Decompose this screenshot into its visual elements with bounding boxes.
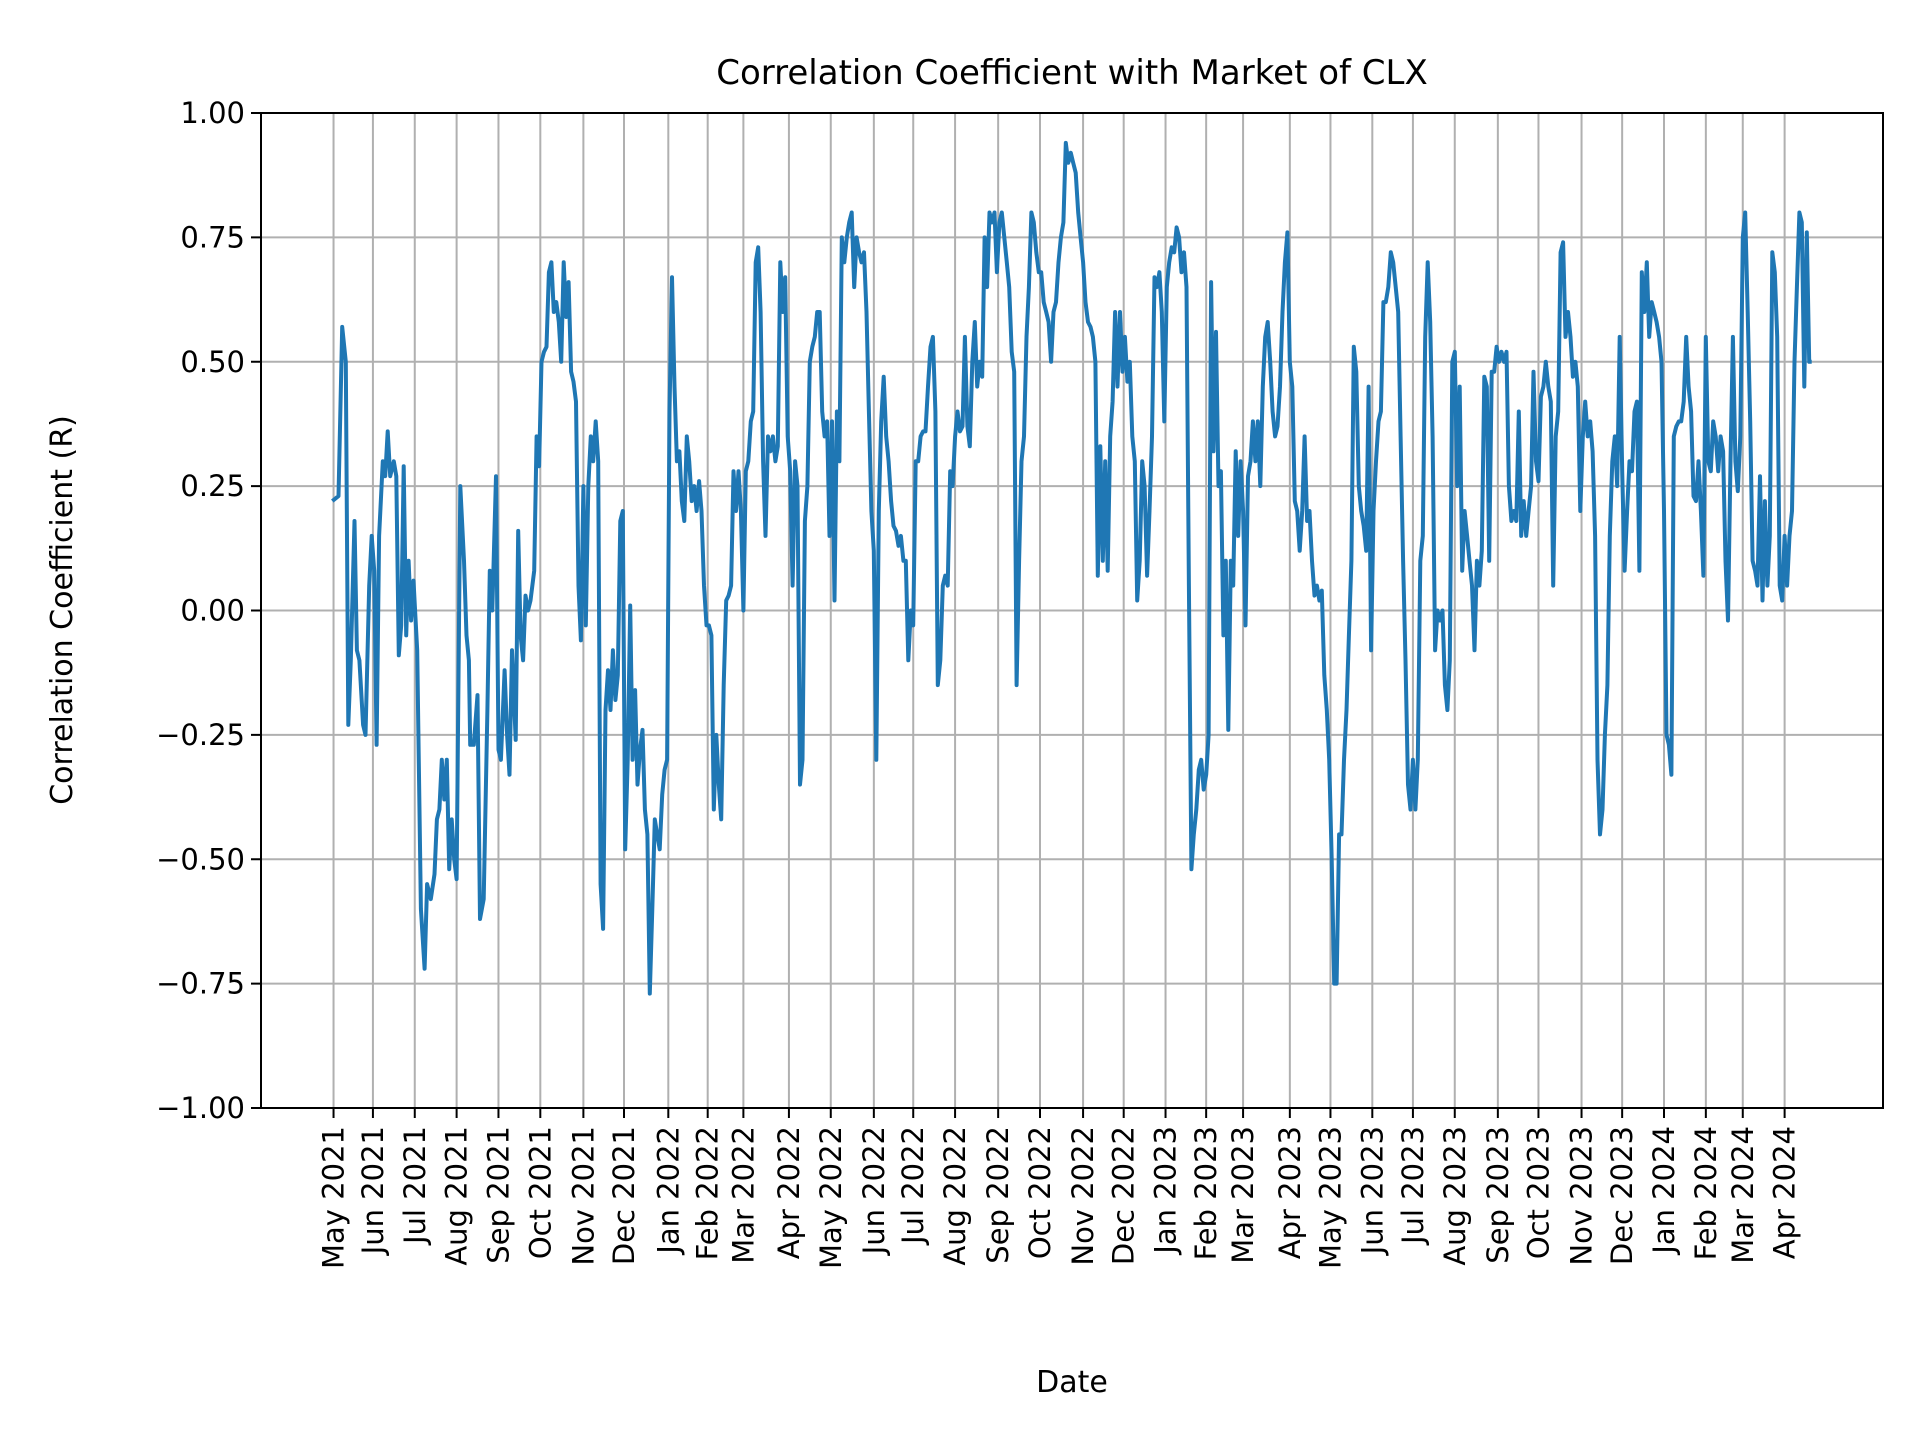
- x-tick-label: May 2021: [317, 1126, 351, 1269]
- correlation-series-line: [331, 140, 1812, 996]
- x-tick-label: Feb 2024: [1689, 1126, 1723, 1260]
- x-axis-ticks: May 2021 Jun 2021 Jul 2021 Aug 2021 Sep 2021…: [317, 1108, 1802, 1269]
- x-tick-label: Aug 2021: [440, 1126, 474, 1266]
- x-tick-label: Feb 2022: [691, 1126, 725, 1260]
- chart-title: Correlation Coefficient with Market of C…: [716, 53, 1428, 93]
- x-tick-label: Jul 2022: [896, 1126, 930, 1246]
- y-tick-label: 0.75: [180, 220, 245, 254]
- x-tick-label: Jul 2021: [398, 1126, 432, 1246]
- y-tick-label: 1.00: [180, 96, 245, 130]
- y-tick-label: −0.50: [156, 842, 245, 876]
- y-axis-ticks: 1.00 0.75 0.50 0.25 0.00 −0.25 −0.50 −0.75 −1.00: [156, 96, 261, 1125]
- x-tick-label: Sep 2023: [1481, 1126, 1515, 1264]
- x-tick-label: Aug 2023: [1438, 1126, 1472, 1266]
- x-tick-label: Oct 2023: [1521, 1126, 1555, 1259]
- x-axis-label: Date: [1036, 1365, 1108, 1400]
- x-tick-label: Apr 2023: [1273, 1126, 1307, 1259]
- x-tick-label: Dec 2023: [1605, 1126, 1639, 1265]
- x-tick-label: Jan 2023: [1149, 1126, 1183, 1256]
- x-tick-label: Aug 2022: [938, 1126, 972, 1266]
- x-tick-label: Feb 2023: [1189, 1126, 1223, 1260]
- x-tick-label: Apr 2022: [772, 1126, 806, 1259]
- x-tick-label: Sep 2021: [481, 1126, 515, 1264]
- data-line: [331, 140, 1812, 996]
- x-tick-label: Nov 2022: [1066, 1126, 1100, 1266]
- x-tick-label: Sep 2022: [981, 1126, 1015, 1264]
- x-tick-label: Dec 2021: [607, 1126, 641, 1265]
- y-tick-label: −1.00: [156, 1091, 245, 1125]
- y-tick-label: 0.50: [180, 345, 245, 379]
- x-tick-label: Dec 2022: [1107, 1126, 1141, 1265]
- x-tick-label: Mar 2023: [1226, 1126, 1260, 1264]
- y-tick-label: −0.25: [156, 718, 245, 752]
- x-tick-label: Jun 2022: [857, 1126, 891, 1256]
- x-tick-label: Oct 2021: [523, 1126, 557, 1259]
- x-tick-label: Nov 2021: [566, 1126, 600, 1266]
- x-tick-label: Oct 2022: [1023, 1126, 1057, 1259]
- x-tick-label: Nov 2023: [1565, 1126, 1599, 1266]
- y-tick-label: −0.75: [156, 967, 245, 1001]
- x-tick-label: Jan 2022: [651, 1126, 685, 1256]
- y-tick-label: 0.25: [180, 469, 245, 503]
- x-tick-label: Jun 2023: [1355, 1126, 1389, 1256]
- x-tick-label: Jan 2024: [1647, 1126, 1681, 1256]
- x-tick-label: Jun 2021: [356, 1126, 390, 1256]
- x-tick-label: Apr 2024: [1768, 1126, 1802, 1259]
- x-tick-label: May 2023: [1313, 1126, 1347, 1269]
- x-tick-label: Mar 2022: [726, 1126, 760, 1264]
- x-tick-label: May 2022: [814, 1126, 848, 1269]
- y-tick-label: 0.00: [180, 594, 245, 628]
- x-tick-label: Jul 2023: [1396, 1126, 1430, 1246]
- x-tick-label: Mar 2024: [1726, 1126, 1760, 1264]
- y-axis-label: Correlation Coefficient (R): [45, 415, 80, 805]
